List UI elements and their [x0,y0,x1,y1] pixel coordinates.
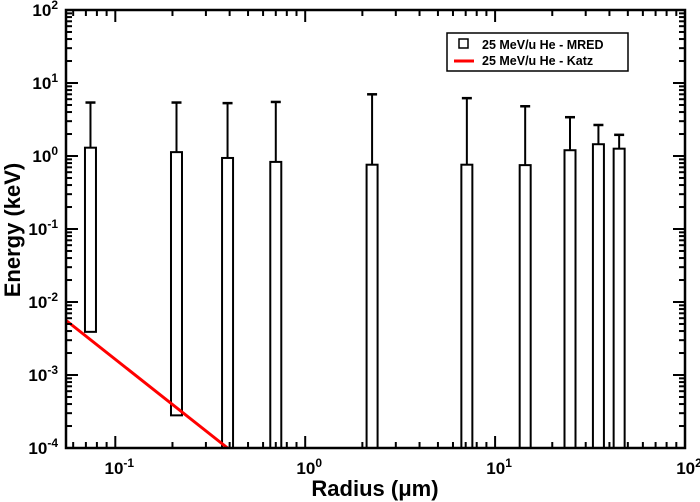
y-tick-label: 10-1 [28,217,58,239]
data-box [169,151,183,417]
x-axis-title: Radius (μm) [311,476,438,501]
y-axis-title: Energy (keV) [0,163,25,298]
plot-marks [65,93,626,450]
data-box [83,146,97,333]
data-box [221,156,235,449]
axis-ticks [66,9,686,449]
legend-label-katz: 25 MeV/u He - Katz [482,54,593,68]
y-tick-label: 100 [32,144,58,166]
legend-swatch-mred [458,38,469,49]
data-box [365,163,379,449]
legend: 25 MeV/u He - MRED 25 MeV/u He - Katz [446,32,629,72]
y-tick-label: 10-2 [28,290,58,312]
legend-label-mred: 25 MeV/u He - MRED [482,38,604,52]
data-box [269,160,283,450]
data-box [460,163,474,449]
x-tick-label: 10-1 [105,456,135,478]
data-box [518,164,532,450]
data-box [563,149,577,450]
legend-box [446,32,629,72]
x-tick-label: 102 [676,456,700,478]
y-tick-label: 10-4 [28,436,58,458]
data-box [591,143,605,450]
x-tick-label: 101 [486,456,512,478]
data-box [612,147,626,449]
y-tick-label: 101 [32,71,58,93]
y-tick-label: 102 [32,0,58,20]
x-tick-label: 100 [296,456,322,478]
y-tick-label: 10-3 [28,363,58,385]
tick-labels: 10-1 100 101 102 10-4 10-3 10-2 10-1 100 101 102 [28,0,700,478]
katz-line [65,319,229,450]
